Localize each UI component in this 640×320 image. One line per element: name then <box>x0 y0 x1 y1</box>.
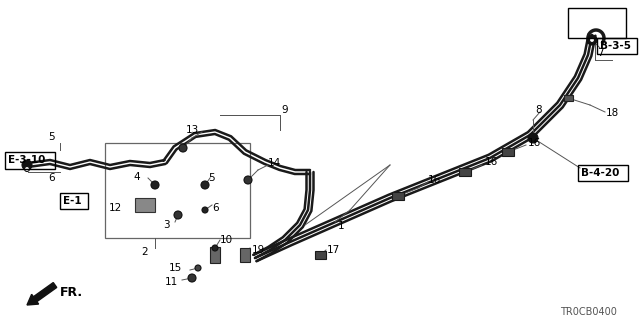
Text: 16: 16 <box>485 157 499 167</box>
Circle shape <box>587 35 597 45</box>
Circle shape <box>151 181 159 189</box>
Text: 2: 2 <box>141 247 148 257</box>
Text: B-4-20: B-4-20 <box>581 168 620 178</box>
Text: 16: 16 <box>528 138 541 148</box>
Bar <box>597 38 637 54</box>
Bar <box>314 251 326 259</box>
Text: TR0CB0400: TR0CB0400 <box>560 307 617 317</box>
Text: 17: 17 <box>327 245 340 255</box>
Text: 4: 4 <box>133 172 140 182</box>
Bar <box>135 198 155 212</box>
Circle shape <box>188 274 196 282</box>
Text: 15: 15 <box>169 263 182 273</box>
Circle shape <box>212 245 218 251</box>
Circle shape <box>244 176 252 184</box>
Bar <box>459 168 471 176</box>
Bar <box>240 248 250 262</box>
Text: 18: 18 <box>606 108 620 118</box>
Bar <box>105 143 250 238</box>
Circle shape <box>179 144 187 152</box>
Bar <box>578 165 628 181</box>
FancyArrow shape <box>27 283 57 305</box>
Text: 9: 9 <box>281 105 287 115</box>
Circle shape <box>195 265 201 271</box>
Bar <box>5 152 55 169</box>
Text: 1: 1 <box>338 221 344 231</box>
Text: 8: 8 <box>535 105 541 115</box>
Text: FR.: FR. <box>60 285 83 299</box>
Text: E-3-10: E-3-10 <box>8 155 45 165</box>
Text: 12: 12 <box>109 203 122 213</box>
Text: 6: 6 <box>49 173 55 183</box>
Text: 16: 16 <box>428 175 441 185</box>
Text: 19: 19 <box>252 245 265 255</box>
Text: E-1: E-1 <box>63 196 82 206</box>
Circle shape <box>201 181 209 189</box>
Bar <box>502 148 514 156</box>
Bar <box>563 95 573 101</box>
Bar <box>392 192 404 200</box>
Text: 3: 3 <box>163 220 170 230</box>
Circle shape <box>24 166 29 172</box>
Bar <box>210 247 220 263</box>
Text: 5: 5 <box>208 173 214 183</box>
Text: 6: 6 <box>212 203 219 213</box>
Circle shape <box>174 211 182 219</box>
Text: 11: 11 <box>164 277 178 287</box>
Circle shape <box>22 160 32 170</box>
Text: 5: 5 <box>49 132 55 142</box>
Circle shape <box>202 207 208 213</box>
Circle shape <box>589 37 595 43</box>
Bar <box>60 193 88 209</box>
Circle shape <box>528 133 538 143</box>
Text: B-3-5: B-3-5 <box>600 41 631 51</box>
Text: 7: 7 <box>597 48 604 58</box>
Text: 10: 10 <box>220 235 233 245</box>
Text: 13: 13 <box>186 125 199 135</box>
Text: 14: 14 <box>268 158 281 168</box>
Bar <box>568 8 626 38</box>
